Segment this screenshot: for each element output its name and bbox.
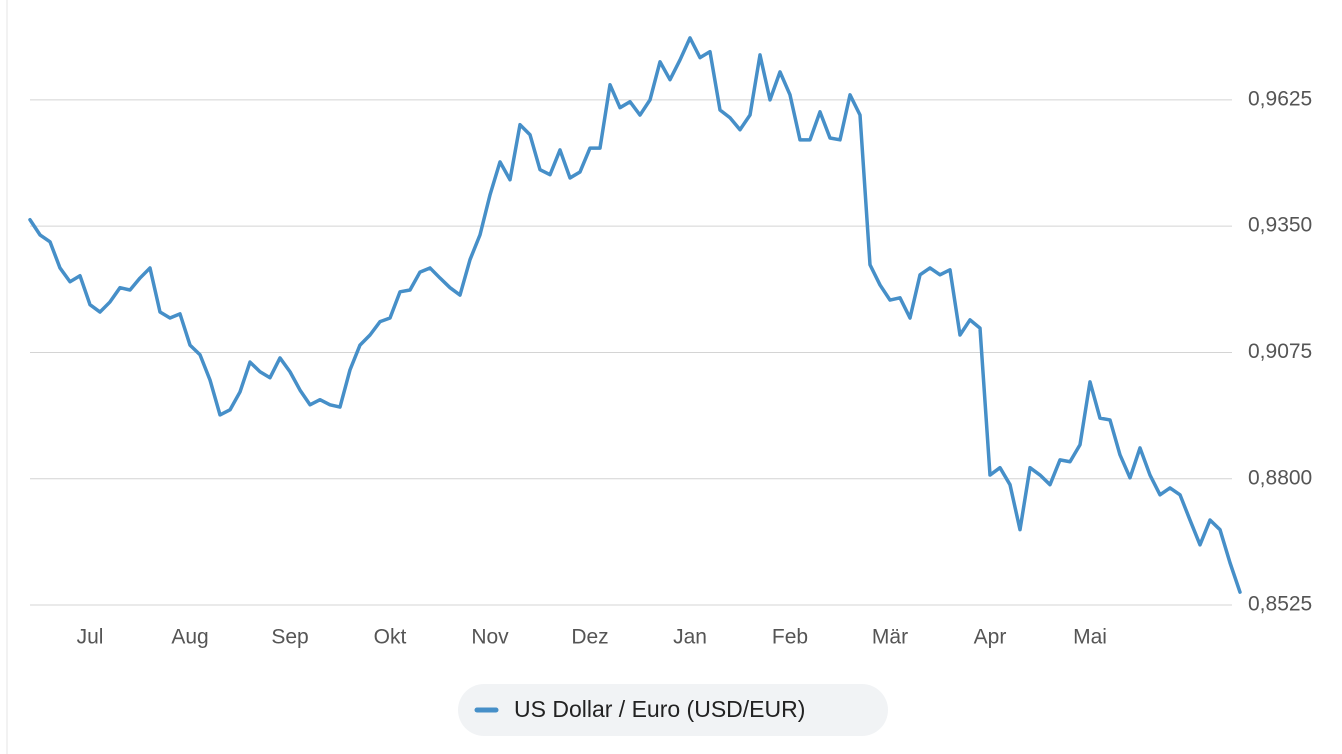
x-tick-label: Jul bbox=[77, 626, 104, 649]
x-tick-label: Mär bbox=[872, 626, 908, 649]
x-tick-label: Feb bbox=[772, 626, 808, 649]
legend: US Dollar / Euro (USD/EUR) bbox=[458, 684, 888, 736]
y-tick-label: 0,8800 bbox=[1248, 466, 1312, 489]
x-tick-label: Okt bbox=[374, 626, 407, 649]
data-line bbox=[28, 36, 1242, 594]
x-tick-label: Jan bbox=[673, 626, 707, 649]
y-tick-label: 0,9350 bbox=[1248, 214, 1312, 237]
x-tick-label: Aug bbox=[171, 626, 208, 649]
y-tick-label: 0,9075 bbox=[1248, 340, 1312, 363]
x-tick-label: Sep bbox=[271, 626, 308, 649]
y-tick-label: 0,9625 bbox=[1248, 87, 1312, 110]
x-tick-label: Mai bbox=[1073, 626, 1107, 649]
x-tick-label: Apr bbox=[974, 626, 1007, 649]
x-tick-label: Nov bbox=[471, 626, 509, 649]
y-tick-label: 0,8525 bbox=[1248, 593, 1312, 616]
legend-label: US Dollar / Euro (USD/EUR) bbox=[514, 696, 805, 722]
x-tick-label: Dez bbox=[571, 626, 608, 649]
legend-pill bbox=[458, 684, 888, 736]
